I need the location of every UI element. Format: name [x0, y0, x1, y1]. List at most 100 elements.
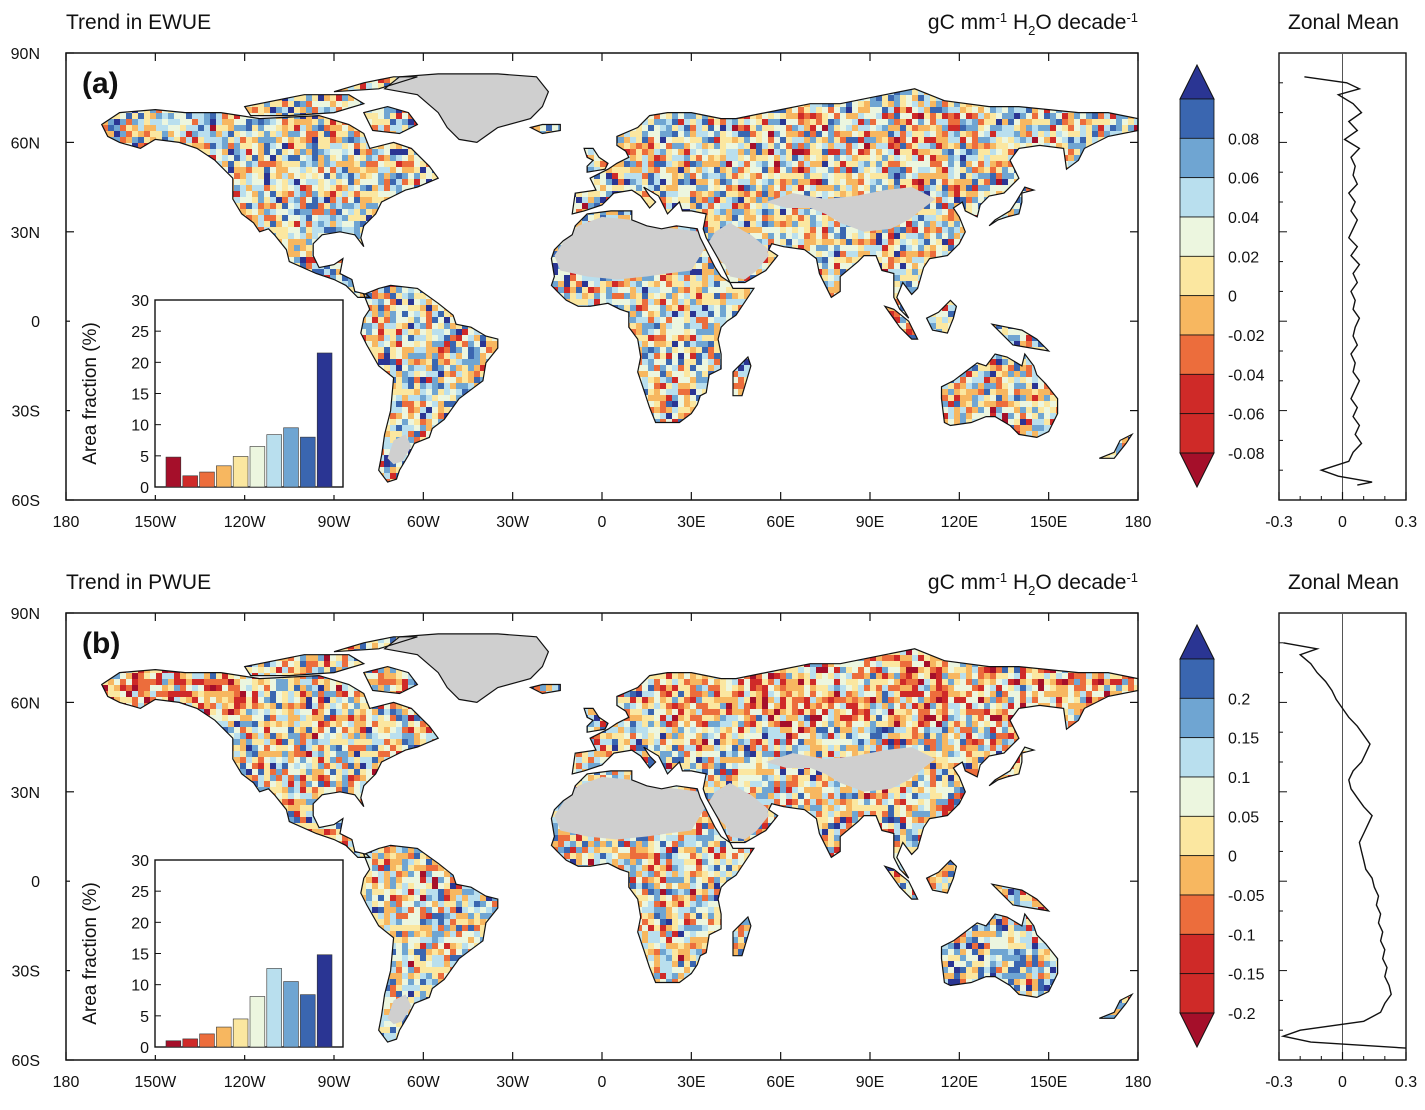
panel-title: Trend in EWUE	[66, 11, 211, 34]
inset-tick-label: 20	[131, 915, 149, 932]
inset-bar	[232, 1018, 249, 1048]
coastline	[925, 299, 958, 334]
lat-tick-label: 30N	[11, 785, 40, 802]
colorbar-segment	[1179, 658, 1215, 699]
colorbar-segment	[1179, 255, 1215, 297]
colorbar-label: 0.1	[1228, 770, 1250, 787]
no-data-region	[765, 187, 936, 232]
zonal-tick-label: 0	[1338, 1074, 1347, 1091]
lon-tick-label: 120W	[224, 1074, 267, 1091]
zonal-tick-label: -0.3	[1265, 514, 1293, 531]
lon-tick-label: 30W	[496, 514, 530, 531]
inset-tick-label: 5	[140, 1009, 149, 1026]
zonal-mean-plot: Zonal Mean -0.3 0 0.3	[1265, 571, 1417, 1091]
inset-bar	[283, 427, 299, 488]
coastline	[243, 94, 366, 117]
colorbar-label: 0	[1228, 289, 1237, 306]
coastline	[100, 668, 440, 858]
inset-tick-label: 15	[131, 387, 149, 404]
lon-tick-label: 150E	[1030, 514, 1067, 531]
colorbar-segment	[1179, 137, 1215, 179]
lon-tick-label: 90E	[856, 1074, 884, 1091]
inset-tick-label: 0	[140, 1040, 149, 1057]
lon-tick-label: 0	[598, 1074, 607, 1091]
coastline	[988, 746, 1036, 787]
inset-bar	[249, 446, 266, 488]
lon-tick-label: 180	[53, 1074, 80, 1091]
lat-tick-label: 30N	[11, 225, 40, 242]
units-label: gC mm-1 H2O decade-1	[928, 570, 1138, 598]
coastline	[990, 323, 1051, 352]
coastline	[988, 186, 1036, 227]
inset-tick-label: 25	[131, 324, 149, 341]
lon-tick-label: 0	[598, 514, 607, 531]
coastline	[100, 108, 440, 298]
inset-tick-label: 30	[131, 293, 149, 310]
inset-bar	[216, 465, 232, 488]
lon-tick-label: 180	[1125, 514, 1152, 531]
lat-tick-label: 60N	[11, 135, 40, 152]
zonal-mean-plot: Zonal Mean -0.3 0 0.3	[1265, 11, 1417, 531]
lat-tick-label: 0	[31, 314, 40, 331]
colorbar-segment	[1179, 855, 1215, 896]
colorbar-label: 0.05	[1228, 809, 1259, 826]
lon-tick-label: 90W	[318, 514, 352, 531]
colorbar-label: -0.06	[1228, 407, 1265, 424]
inset-tick-label: 25	[131, 884, 149, 901]
colorbar-segment	[1179, 98, 1215, 139]
lon-tick-label: 150W	[134, 1074, 177, 1091]
inset-ylabel: Area fraction (%)	[80, 322, 101, 465]
zonal-mean-title: Zonal Mean	[1288, 11, 1399, 34]
colorbar-segment	[1179, 815, 1215, 857]
coastline	[362, 665, 419, 695]
lon-tick-label: 180	[53, 514, 80, 531]
no-data-region	[554, 776, 769, 840]
colorbar-top-arrow	[1179, 63, 1215, 100]
inset-tick-label: 5	[140, 449, 149, 466]
zonal-tick-label: -0.3	[1265, 1074, 1293, 1091]
colorbar-label: -0.02	[1228, 328, 1265, 345]
inset-bar	[249, 996, 266, 1048]
colorbar-segment	[1179, 373, 1215, 415]
lat-tick-label: 60S	[12, 493, 40, 510]
colorbar-segment	[1179, 295, 1215, 336]
coastline	[550, 210, 756, 424]
colorbar-label: -0.08	[1228, 446, 1265, 463]
zonal-tick-label: 0	[1338, 514, 1347, 531]
lon-tick-label: 30E	[677, 514, 705, 531]
inset-chart: 0 5 10 15 20 25 30 Area fraction (%)	[70, 853, 345, 1057]
lat-tick-label: 30S	[12, 404, 40, 421]
colorbar-top-arrow	[1179, 623, 1215, 660]
no-data-region	[709, 791, 769, 840]
colorbar-segment	[1179, 697, 1215, 739]
inset-chart: 0 5 10 15 20 25 30 Area fraction (%)	[70, 293, 345, 497]
zonal-mean-line	[1280, 642, 1407, 1049]
coastline	[243, 654, 366, 677]
coastline	[360, 284, 499, 483]
inset-bar	[266, 968, 282, 1048]
inset-tick-label: 20	[131, 355, 149, 372]
lat-tick-label: 60S	[12, 1053, 40, 1070]
inset-bar	[283, 981, 299, 1048]
zonal-mean-line	[1304, 76, 1373, 486]
coastline	[940, 352, 1059, 439]
lon-tick-label: 30E	[677, 1074, 705, 1091]
lon-tick-label: 60E	[766, 514, 794, 531]
greenland	[384, 633, 549, 703]
colorbar-label: 0.04	[1228, 210, 1259, 227]
coastline	[550, 770, 756, 984]
coastline	[383, 633, 550, 704]
lat-tick-label: 0	[31, 874, 40, 891]
greenland	[384, 73, 549, 143]
colorbar-segment	[1179, 894, 1215, 935]
panel-title: Trend in PWUE	[66, 571, 211, 594]
lat-tick-label: 60N	[11, 695, 40, 712]
lon-tick-label: 90E	[856, 514, 884, 531]
coastline	[940, 912, 1059, 999]
inset-tick-label: 10	[131, 418, 149, 435]
inset-bar	[199, 471, 215, 488]
colorbar-label: -0.05	[1228, 888, 1265, 905]
colorbar-label: -0.15	[1228, 967, 1265, 984]
inset-bar	[316, 954, 333, 1048]
lon-tick-label: 60W	[407, 1074, 441, 1091]
